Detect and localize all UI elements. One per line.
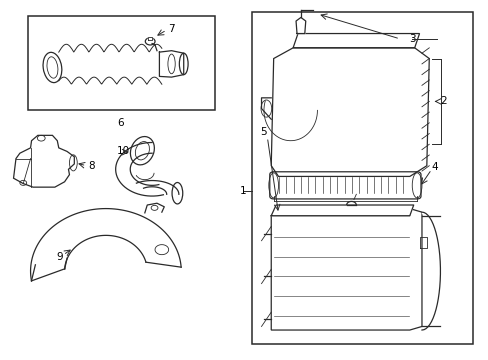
Text: 7: 7 — [168, 24, 175, 34]
Polygon shape — [271, 205, 413, 216]
Text: 9: 9 — [56, 252, 63, 262]
Text: 6: 6 — [117, 118, 123, 128]
Polygon shape — [295, 18, 305, 33]
Text: 4: 4 — [431, 162, 438, 172]
Text: 2: 2 — [440, 96, 446, 107]
Polygon shape — [148, 37, 152, 40]
Bar — [28, 16, 215, 111]
Text: 10: 10 — [116, 147, 129, 157]
Text: 8: 8 — [88, 161, 95, 171]
Bar — [251, 12, 472, 344]
Text: 1: 1 — [239, 186, 246, 196]
Polygon shape — [159, 51, 183, 77]
Text: 5: 5 — [260, 127, 267, 137]
Text: 3: 3 — [408, 34, 415, 44]
